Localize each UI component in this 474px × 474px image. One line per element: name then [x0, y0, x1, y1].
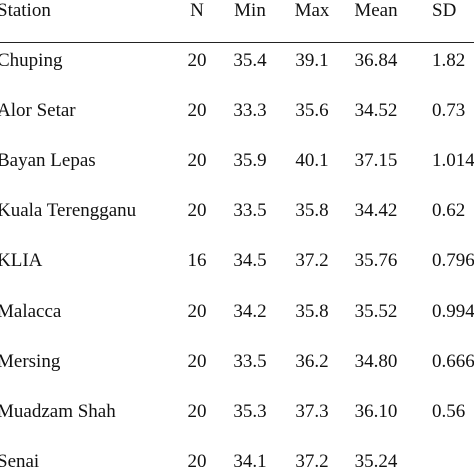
cell-n: 20	[187, 300, 207, 322]
cell-station: Alor Setar	[0, 100, 76, 122]
cell-mean: 35.76	[354, 250, 398, 272]
header-mean: Mean	[354, 0, 398, 21]
cell-min: 34.1	[233, 450, 267, 472]
cell-max: 36.2	[295, 350, 329, 372]
cell-station: Bayan Lepas	[0, 150, 96, 172]
cell-max: 35.8	[295, 200, 329, 222]
cell-min: 33.3	[233, 100, 267, 122]
cell-station: Mersing	[0, 350, 61, 372]
cell-station: Muadzam Shah	[0, 400, 116, 422]
cell-mean: 36.84	[354, 50, 398, 71]
cell-max: 35.6	[295, 100, 329, 122]
cell-station: Kuala Terengganu	[0, 200, 137, 222]
header-max: Max	[294, 0, 330, 21]
cell-n: 20	[187, 400, 207, 422]
cell-station: KLIA	[0, 250, 43, 272]
cell-sd: 1.014	[432, 150, 474, 172]
cell-mean: 37.15	[354, 150, 398, 172]
cell-min: 35.4	[233, 50, 267, 71]
cell-sd: 0.62	[432, 200, 466, 222]
cell-sd: 0.666	[432, 350, 474, 372]
cell-sd: 0.56	[432, 400, 466, 422]
cell-mean: 34.52	[354, 100, 398, 122]
cell-min: 33.5	[233, 350, 267, 372]
cell-max: 40.1	[295, 150, 329, 172]
cell-sd: 1.82	[432, 50, 466, 71]
cell-min: 34.5	[233, 250, 267, 272]
cell-n: 20	[187, 150, 207, 172]
cell-sd: 0.994	[432, 300, 474, 322]
cell-n: 20	[187, 200, 207, 222]
cell-sd: 0.796	[432, 250, 474, 272]
cell-max: 37.2	[295, 250, 329, 272]
cell-n: 20	[187, 350, 207, 372]
cell-min: 35.9	[233, 150, 267, 172]
cell-mean: 34.80	[354, 350, 398, 372]
cell-station: Chuping	[0, 50, 63, 71]
cell-mean: 35.52	[354, 300, 398, 322]
cell-min: 35.3	[233, 400, 267, 422]
header-n: N	[190, 0, 204, 21]
cell-mean: 34.42	[354, 200, 398, 222]
header-station: Station	[0, 0, 51, 21]
header-rule	[0, 42, 474, 43]
cell-max: 35.8	[295, 300, 329, 322]
cell-n: 20	[187, 100, 207, 122]
cell-mean: 36.10	[354, 400, 398, 422]
cell-max: 39.1	[295, 50, 329, 71]
cell-n: 16	[187, 250, 207, 272]
cell-n: 20	[187, 450, 207, 472]
cell-max: 37.2	[295, 450, 329, 472]
cell-mean: 35.24	[354, 450, 398, 472]
cell-station: Malacca	[0, 300, 62, 322]
cell-sd: 0.73	[432, 100, 466, 122]
header-sd: SD	[432, 0, 457, 21]
cell-n: 20	[187, 50, 207, 71]
cell-station: Senai	[0, 450, 40, 472]
cell-min: 33.5	[233, 200, 267, 222]
cell-min: 34.2	[233, 300, 267, 322]
header-min: Min	[234, 0, 266, 21]
cell-max: 37.3	[295, 400, 329, 422]
